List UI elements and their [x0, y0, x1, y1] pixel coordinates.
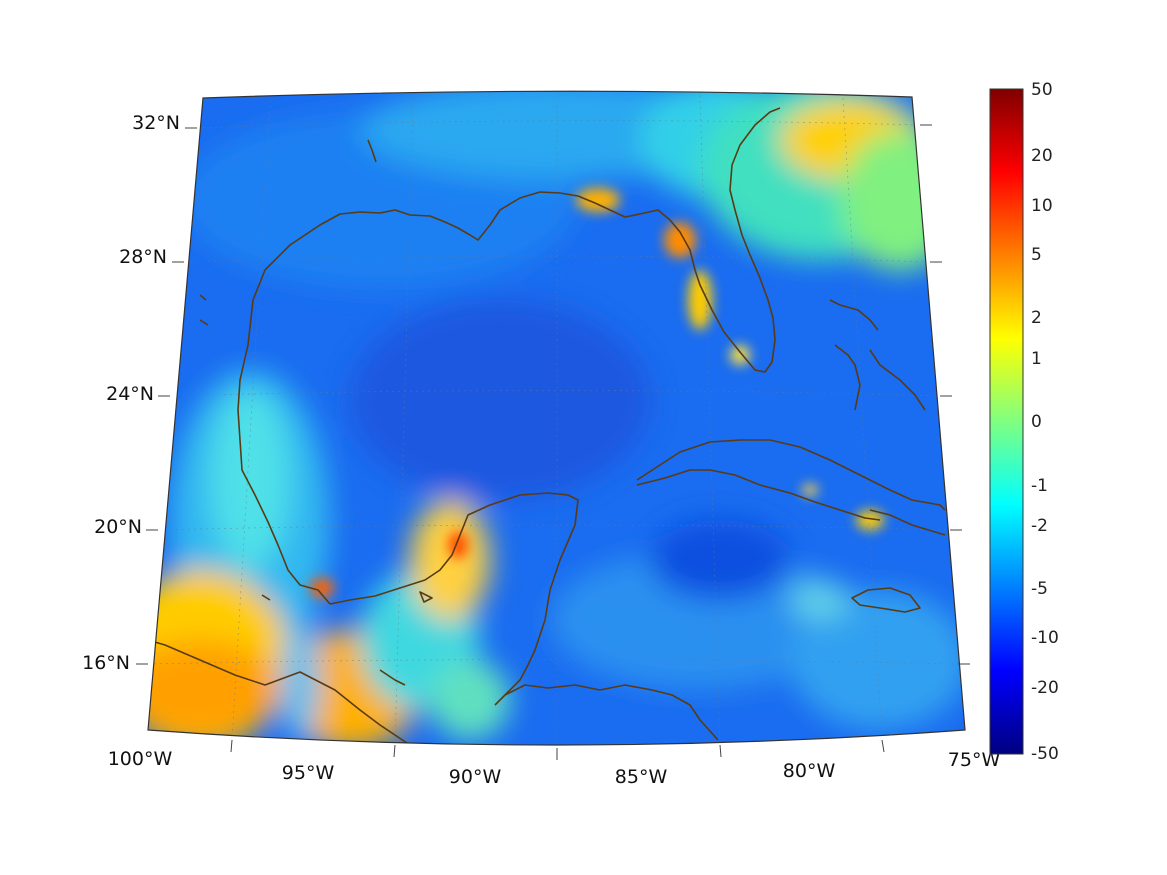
lon-label-100w: 100°W: [108, 748, 173, 770]
lat-label-20n: 20°N: [94, 516, 142, 538]
lat-label-32n: 32°N: [132, 112, 180, 134]
lat-label-28n: 28°N: [119, 246, 167, 268]
colorbar-gradient: [990, 89, 1023, 754]
colorbar-tick-20: 20: [1031, 146, 1053, 166]
longitude-labels: 100°W 95°W 90°W 85°W 80°W 75°W: [108, 748, 1001, 788]
lon-label-80w: 80°W: [783, 760, 836, 782]
colorbar-tick-5: 5: [1031, 245, 1042, 265]
colorbar-tick-neg1: -1: [1031, 476, 1048, 496]
colorbar-tick-2: 2: [1031, 308, 1042, 328]
colorbar-tick-neg20: -20: [1031, 678, 1059, 698]
colorbar-tick-1: 1: [1031, 349, 1042, 369]
colorbar: 50 20 10 5 2 1 0 -1 -2 -5 -10 -20 -50: [990, 80, 1059, 764]
lon-label-95w: 95°W: [282, 762, 335, 784]
colorbar-tick-0: 0: [1031, 412, 1042, 432]
lon-label-90w: 90°W: [449, 766, 502, 788]
colorbar-tick-neg2: -2: [1031, 516, 1048, 536]
colorbar-tick-neg5: -5: [1031, 579, 1048, 599]
colorbar-tick-50: 50: [1031, 80, 1053, 100]
colorbar-tick-neg10: -10: [1031, 628, 1059, 648]
colorbar-tick-neg50: -50: [1031, 744, 1059, 764]
lat-label-16n: 16°N: [82, 652, 130, 674]
colorbar-tick-10: 10: [1031, 196, 1053, 216]
lat-label-24n: 24°N: [106, 383, 154, 405]
lon-label-85w: 85°W: [615, 766, 668, 788]
